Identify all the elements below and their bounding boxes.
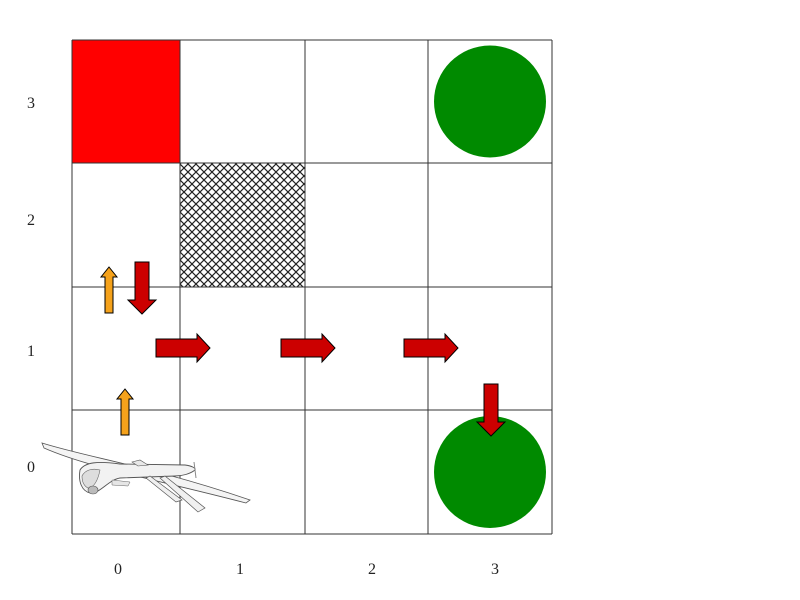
obstacle-cell [180,163,305,287]
red-cell [72,40,180,163]
y-tick-0: 0 [27,459,35,476]
red-arrow-right-5 [403,332,459,364]
goal-circle-1 [434,416,546,528]
goal-circle-0 [434,45,546,158]
orange-arrow-up-0 [115,388,135,436]
red-arrow-right-3 [155,332,211,364]
red-arrow-down-6 [475,383,507,437]
orange-arrow-up-1 [99,266,119,314]
red-arrow-down-2 [126,261,158,315]
y-tick-1: 1 [27,343,35,360]
x-tick-1: 1 [236,561,244,578]
x-tick-3: 3 [491,561,499,578]
drone-icon [41,442,251,513]
y-tick-2: 2 [27,212,35,229]
x-tick-0: 0 [114,561,122,578]
red-arrow-right-4 [280,332,336,364]
x-tick-2: 2 [368,561,376,578]
y-tick-3: 3 [27,95,35,112]
